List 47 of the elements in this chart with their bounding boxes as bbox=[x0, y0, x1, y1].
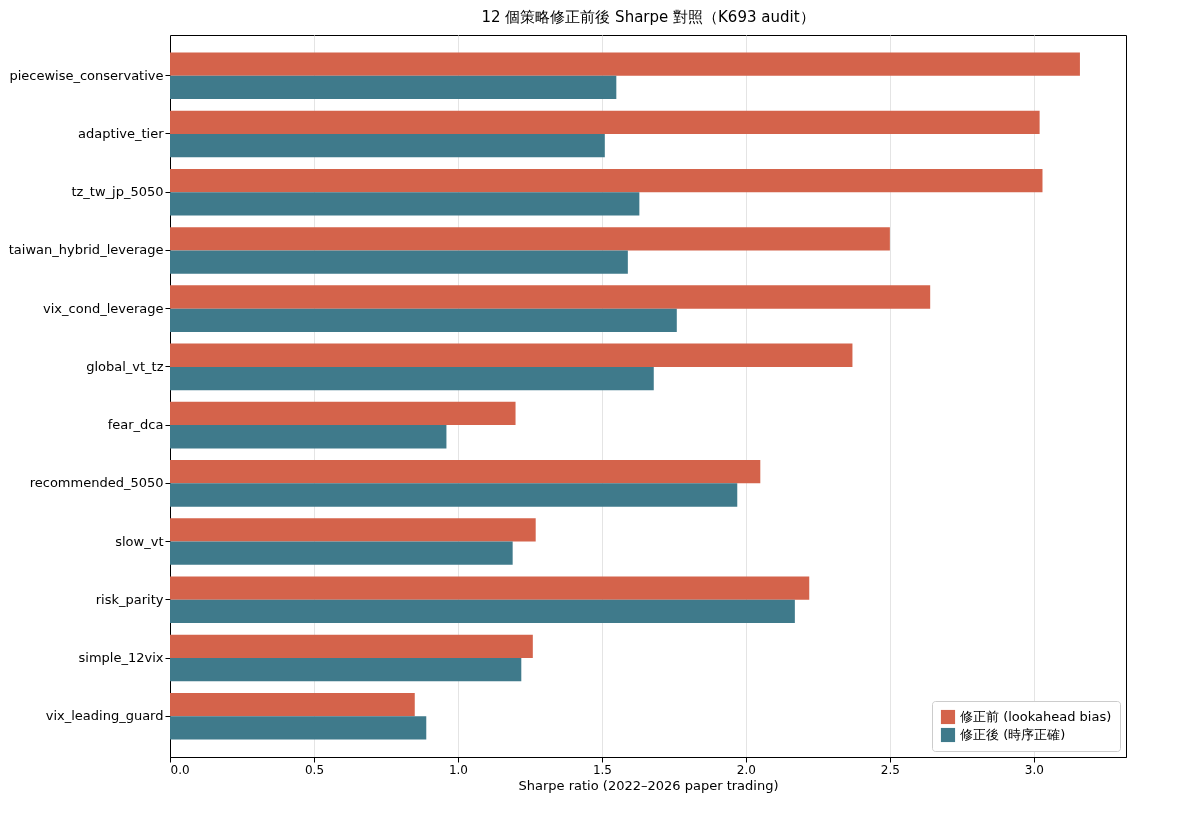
bar bbox=[170, 133, 605, 158]
bar bbox=[170, 75, 617, 100]
x-axis-title: Sharpe ratio (2022–2026 paper trading) bbox=[518, 777, 779, 793]
x-tick-label: 2.0 bbox=[736, 762, 756, 777]
legend-label: 修正後 (時序正確) bbox=[960, 727, 1066, 742]
y-tick-label: vix_leading_guard bbox=[45, 708, 164, 724]
x-tick-label: 1.0 bbox=[448, 762, 468, 777]
y-tick-label: tz_tw_jp_5050 bbox=[71, 184, 164, 200]
bar bbox=[170, 483, 738, 507]
bar bbox=[170, 52, 1080, 76]
bar bbox=[170, 308, 677, 332]
bar bbox=[170, 658, 522, 682]
bar bbox=[170, 634, 533, 659]
chart-title: 12 個策略修正前後 Sharpe 對照（K693 audit） bbox=[481, 8, 815, 26]
bar bbox=[170, 192, 640, 216]
x-tick-label: 1.5 bbox=[592, 762, 612, 777]
bar bbox=[170, 401, 516, 426]
bar bbox=[170, 285, 931, 309]
x-tick-label: 0.5 bbox=[304, 762, 325, 777]
bar bbox=[170, 110, 1040, 134]
y-tick-label: adaptive_tier bbox=[78, 125, 165, 141]
bar bbox=[170, 250, 628, 274]
bar bbox=[170, 599, 795, 624]
y-tick-label: recommended_5050 bbox=[29, 475, 164, 491]
x-tick-label: 0.0 bbox=[170, 762, 190, 777]
y-tick-label: piecewise_conservative bbox=[9, 67, 164, 83]
y-tick-label: vix_cond_leverage bbox=[43, 300, 164, 316]
y-tick-label: slow_vt bbox=[115, 533, 164, 549]
bar bbox=[170, 168, 1043, 193]
bar bbox=[170, 692, 415, 717]
y-tick-label: taiwan_hybrid_leverage bbox=[8, 242, 164, 258]
bar bbox=[170, 460, 761, 484]
bar bbox=[170, 716, 427, 740]
bar bbox=[170, 425, 447, 449]
y-tick-label: fear_dca bbox=[107, 417, 164, 433]
bar bbox=[170, 518, 536, 542]
legend-label: 修正前 (lookahead bias) bbox=[960, 709, 1112, 724]
bar bbox=[170, 366, 654, 391]
y-tick-label: global_vt_tz bbox=[86, 358, 164, 374]
bar bbox=[170, 343, 853, 367]
x-tick-label: 2.5 bbox=[880, 762, 900, 777]
bar bbox=[170, 576, 810, 600]
y-tick-label: risk_parity bbox=[95, 591, 164, 607]
bar bbox=[170, 227, 890, 251]
x-tick-label: 3.0 bbox=[1024, 762, 1044, 777]
y-tick-label: simple_12vix bbox=[78, 650, 164, 666]
bar bbox=[170, 541, 513, 565]
